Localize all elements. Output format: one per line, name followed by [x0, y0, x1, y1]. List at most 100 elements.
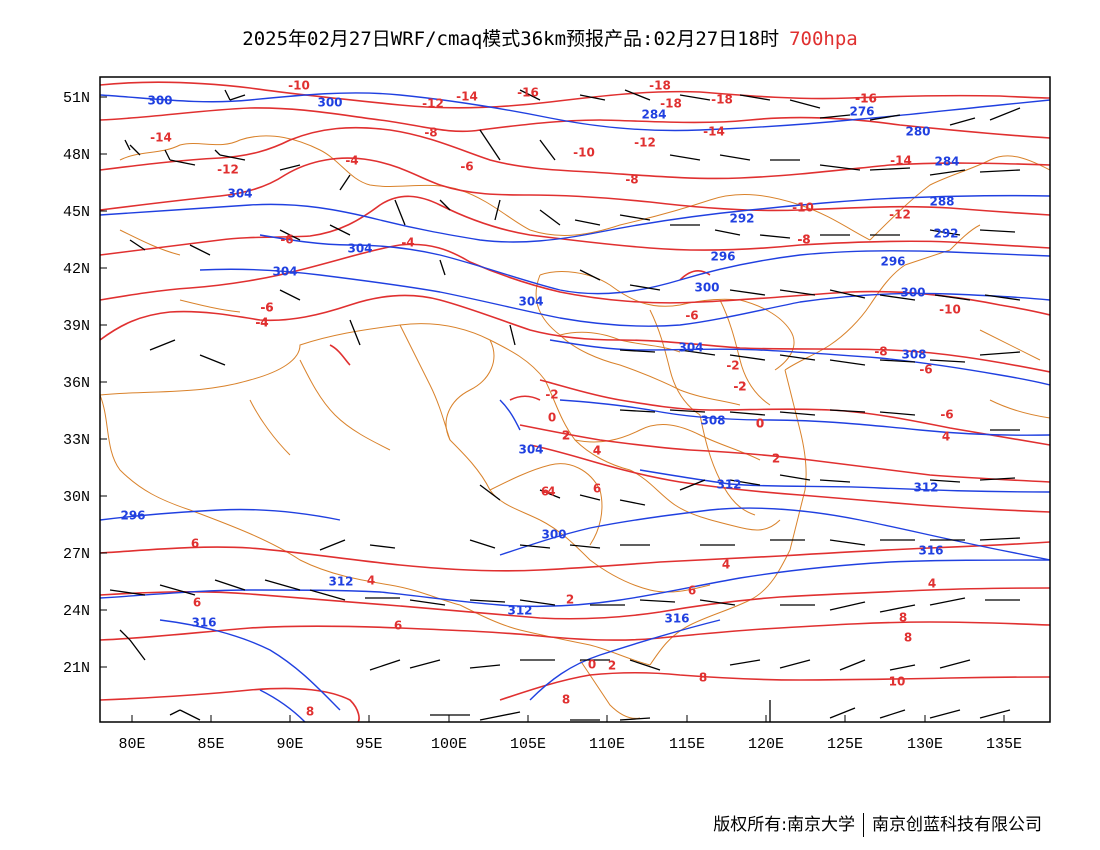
- lat-label: 27N: [63, 546, 90, 563]
- temp-label: -14: [456, 90, 478, 104]
- temp-label: -10: [792, 201, 814, 215]
- temp-label: -18: [660, 97, 682, 111]
- temp-label: 2: [562, 429, 570, 443]
- height-label: 304: [272, 265, 297, 279]
- temp-label: -8: [797, 233, 810, 247]
- copyright-left: 版权所有:南京大学: [713, 815, 855, 835]
- lon-label: 85E: [197, 736, 224, 753]
- lon-label: 115E: [669, 736, 705, 753]
- lon-label: 105E: [510, 736, 546, 753]
- height-label: 304: [518, 443, 543, 457]
- temp-label: -2: [726, 359, 739, 373]
- temp-label: -18: [711, 93, 733, 107]
- temp-label: -2: [733, 380, 746, 394]
- height-label: 312: [716, 478, 741, 492]
- latitude-axis: 51N 48N 45N 42N 39N 36N 33N 30N 27N 24N …: [63, 90, 107, 677]
- lat-label: 36N: [63, 375, 90, 392]
- temp-label: 2: [566, 593, 574, 607]
- temp-label: -4: [401, 236, 414, 250]
- temp-label: -10: [573, 146, 595, 160]
- temp-label: 8: [306, 705, 314, 719]
- temp-label: -6: [919, 363, 932, 377]
- lon-label: 110E: [589, 736, 625, 753]
- lon-label: 100E: [431, 736, 467, 753]
- lon-label: 135E: [986, 736, 1022, 753]
- temp-label: -8: [424, 126, 437, 140]
- height-label: 308: [700, 414, 725, 428]
- height-label: 296: [880, 255, 905, 269]
- height-label: 308: [901, 348, 926, 362]
- longitude-axis: 80E 85E 90E 95E 100E 105E 110E 115E 120E…: [118, 715, 1022, 753]
- temp-label: 8: [899, 611, 907, 625]
- temp-label: -4: [255, 316, 268, 330]
- temp-label: -14: [150, 131, 172, 145]
- temp-label: 6: [191, 537, 199, 551]
- lon-label: 80E: [118, 736, 145, 753]
- temp-label: 4: [593, 444, 601, 458]
- lat-label: 51N: [63, 90, 90, 107]
- height-label: 284: [641, 108, 666, 122]
- lat-label: 24N: [63, 603, 90, 620]
- height-contours: [100, 92, 1050, 722]
- temp-label: -18: [649, 79, 671, 93]
- height-label: 276: [849, 105, 874, 119]
- plot-frame: [99, 76, 1051, 723]
- height-label: 304: [678, 341, 703, 355]
- temp-label: 6: [593, 482, 601, 496]
- temp-label: 2: [608, 659, 616, 673]
- political-borders: [100, 135, 1050, 719]
- temp-label: 8: [904, 631, 912, 645]
- chart-title: 2025年02月27日WRF/cmaq模式36km预报产品:02月27日18时 7…: [0, 24, 1100, 51]
- temp-label: 4: [942, 430, 950, 444]
- temp-label: -16: [517, 86, 539, 100]
- height-label: 300: [541, 528, 566, 542]
- temperature-contours: [100, 81, 1050, 722]
- temp-label: 0: [756, 417, 764, 431]
- wind-barbs: [109, 89, 1021, 722]
- temp-label: -16: [855, 92, 877, 106]
- temp-label: 0: [756, 417, 764, 431]
- temp-label: -6: [685, 309, 698, 323]
- height-label: 304: [518, 295, 543, 309]
- height-label: 300: [147, 94, 172, 108]
- temperature-labels: -10 -12 -14 -16 -18 -18 -18 -16 -14 -14 …: [150, 79, 961, 719]
- temp-label: -6: [460, 160, 473, 174]
- height-label: 304: [347, 242, 372, 256]
- temp-label: 2: [562, 429, 570, 443]
- temp-label: -4: [542, 485, 555, 499]
- height-label: 312: [507, 604, 532, 618]
- temp-label: 0: [588, 658, 596, 672]
- temp-label: -8: [625, 173, 638, 187]
- temp-label: 4: [722, 558, 730, 572]
- height-label: 312: [913, 481, 938, 495]
- lat-label: 30N: [63, 489, 90, 506]
- temp-label: -2: [545, 388, 558, 402]
- lat-label: 39N: [63, 318, 90, 335]
- temp-label: -10: [939, 303, 961, 317]
- lon-label: 95E: [355, 736, 382, 753]
- temp-label: -8: [797, 233, 810, 247]
- lon-label: 125E: [827, 736, 863, 753]
- lon-label: 90E: [276, 736, 303, 753]
- temp-label: 4: [928, 577, 936, 591]
- height-label: 284: [934, 155, 959, 169]
- temp-label: -8: [874, 345, 887, 359]
- temp-label: 6: [394, 619, 402, 633]
- lat-label: 45N: [63, 204, 90, 221]
- height-label: 300: [317, 96, 342, 110]
- height-label: 316: [191, 616, 216, 630]
- height-label: 288: [929, 195, 954, 209]
- copyright-footer: 版权所有:南京大学 南京创蓝科技有限公司: [713, 810, 1042, 837]
- temp-label: -6: [260, 301, 273, 315]
- temp-label: -12: [422, 97, 444, 111]
- temp-label: -14: [890, 154, 912, 168]
- lat-label: 48N: [63, 147, 90, 164]
- footer-divider: [863, 813, 864, 837]
- height-label: 316: [664, 612, 689, 626]
- temp-label: 10: [889, 675, 906, 689]
- height-label: 316: [918, 544, 943, 558]
- height-label: 292: [729, 212, 754, 226]
- temp-label: 6: [193, 596, 201, 610]
- temp-label: -14: [703, 125, 725, 139]
- temp-label: 6: [541, 485, 549, 499]
